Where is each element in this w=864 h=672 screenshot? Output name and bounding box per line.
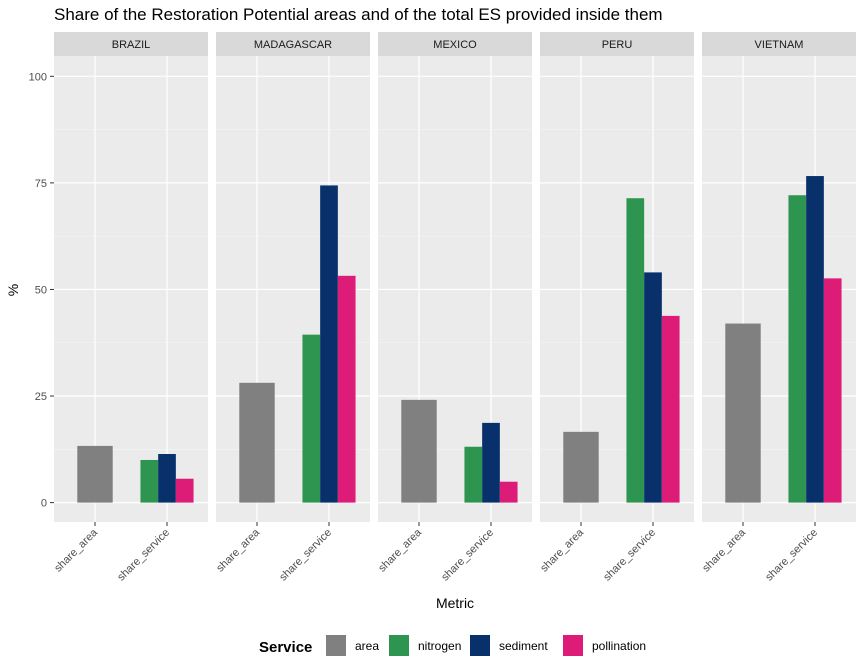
legend-key-area (326, 635, 346, 656)
facet-panels: BRAZIL share_area share_service MADAGASCAR s… (52, 32, 856, 584)
bar-pollination (175, 478, 194, 503)
legend-label-nitrogen: nitrogen (418, 639, 461, 653)
x-tick-label: share_area (214, 526, 262, 574)
bar-pollination (337, 275, 356, 503)
y-tick-label: 0 (41, 498, 47, 510)
facet-strip-label: PERU (602, 39, 633, 51)
bar-pollination (823, 278, 842, 503)
x-tick-label: share_service (439, 527, 496, 584)
facet-strip-label: VIETNAM (755, 39, 804, 51)
legend-key-pollination (563, 635, 583, 656)
facet-strip (378, 32, 532, 56)
facet-strip (216, 32, 370, 56)
chart-title: Share of the Restoration Potential areas… (54, 5, 663, 24)
legend-title: Service (259, 639, 312, 656)
x-tick-label: share_service (277, 527, 334, 584)
legend: Service area nitrogen sediment pollination (259, 635, 646, 656)
x-tick-label: share_area (376, 526, 424, 574)
facet-strip-label: MADAGASCAR (254, 39, 332, 51)
facet-strip (702, 32, 856, 56)
y-axis-title: % (5, 284, 21, 296)
facet-strip (540, 32, 694, 56)
y-tick-label: 75 (35, 178, 47, 190)
facet-strip-label: MEXICO (433, 39, 477, 51)
y-tick-label: 50 (35, 284, 47, 296)
bar-area (401, 399, 437, 503)
facet-panel: MADAGASCAR share_area share_service (214, 32, 370, 584)
legend-label-sediment: sediment (499, 639, 548, 653)
bar-pollination (499, 481, 518, 503)
y-tick-label: 100 (29, 71, 47, 83)
bar-nitrogen (626, 198, 645, 503)
facet-panel: PERU share_area share_service (538, 32, 694, 584)
bar-nitrogen (464, 446, 483, 503)
bar-sediment (158, 454, 176, 503)
facet-strip (54, 32, 208, 56)
bar-nitrogen (788, 195, 807, 503)
y-tick-label: 25 (35, 391, 47, 403)
x-tick-label: share_service (601, 527, 658, 584)
legend-label-area: area (355, 639, 379, 653)
x-tick-label: share_service (763, 527, 820, 584)
facet-panel: VIETNAM share_area share_service (700, 32, 856, 584)
bar-pollination (661, 315, 680, 503)
bar-sediment (320, 185, 338, 503)
bar-area (725, 323, 761, 503)
bar-area (563, 431, 599, 503)
x-tick-label: share_area (700, 526, 748, 574)
facet-panel: BRAZIL share_area share_service (52, 32, 208, 584)
y-axis: 0 25 50 75 100 (29, 71, 54, 510)
legend-key-sediment (470, 635, 490, 656)
legend-label-pollination: pollination (592, 639, 646, 653)
x-tick-label: share_service (115, 527, 172, 584)
x-axis-title: Metric (436, 595, 474, 611)
x-tick-label: share_area (538, 526, 586, 574)
bar-sediment (482, 422, 500, 503)
bar-sediment (644, 272, 662, 503)
x-tick-label: share_area (52, 526, 100, 574)
legend-key-nitrogen (389, 635, 409, 656)
bar-sediment (806, 176, 824, 503)
bar-area (77, 445, 113, 503)
facet-panel: MEXICO share_area share_service (376, 32, 532, 584)
bar-nitrogen (302, 334, 321, 503)
bar-area (239, 382, 275, 503)
facet-strip-label: BRAZIL (112, 39, 151, 51)
bar-nitrogen (140, 459, 159, 503)
